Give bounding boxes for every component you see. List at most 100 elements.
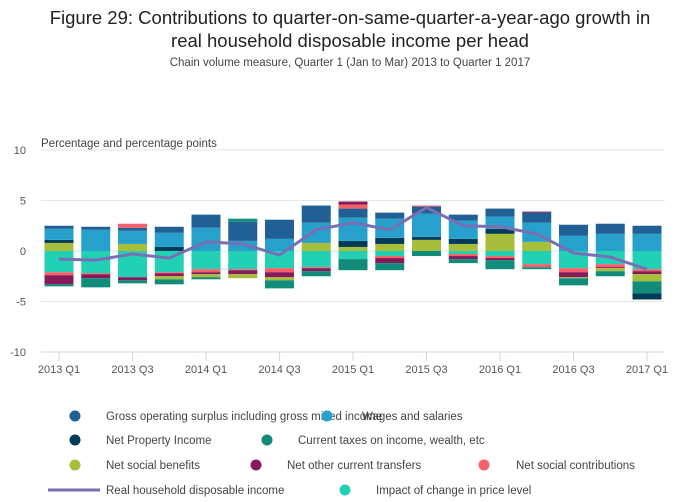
bar-segment — [265, 251, 294, 269]
legend-label: Net social benefits — [106, 460, 200, 472]
bar-segment — [154, 273, 184, 277]
x-tick-label: 2013 Q1 — [38, 364, 80, 376]
bar-segment — [191, 214, 221, 228]
legend-circle-icon — [69, 459, 81, 471]
bar-segment — [301, 271, 331, 277]
bar-segment — [375, 237, 405, 244]
legend-item[interactable]: Real household disposable income — [48, 485, 284, 497]
bar-segment — [485, 208, 515, 217]
x-tick-label: 2013 Q3 — [111, 364, 153, 376]
bar-stack — [412, 205, 441, 257]
bar-segment — [448, 251, 478, 255]
bar-segment — [375, 212, 405, 219]
bar-segment — [301, 251, 331, 268]
legend-item[interactable]: Impact of change in price level — [339, 484, 532, 498]
legend: Gross operating surplus including gross … — [48, 410, 636, 498]
bar-stack — [44, 225, 74, 287]
bar-segment — [118, 227, 147, 231]
bar-segment — [301, 205, 331, 223]
bar-segment — [559, 224, 588, 236]
bar-segment — [522, 211, 552, 213]
x-tick-label: 2014 Q3 — [258, 364, 300, 376]
bar-segment — [338, 208, 368, 218]
bar-segment — [191, 274, 221, 278]
bar-segment — [375, 251, 405, 257]
legend-label: Wages and salaries — [362, 411, 463, 423]
bar-segment — [559, 235, 588, 251]
legend-circle-icon — [250, 459, 262, 471]
legend-item[interactable]: Net social contributions — [478, 459, 636, 473]
bar-segment — [118, 243, 147, 251]
legend-item[interactable]: Wages and salaries — [321, 410, 463, 424]
bar-segment — [191, 251, 221, 270]
legend-item[interactable]: Net social benefits — [69, 459, 201, 473]
bar-segment — [448, 243, 478, 251]
chart-title: Figure 29: Contributions to quarter-on-s… — [0, 6, 700, 52]
legend-circle-icon — [69, 434, 81, 446]
bar-segment — [559, 278, 588, 286]
bar-segment — [44, 239, 74, 243]
bar-segment — [375, 258, 405, 264]
x-tick-label: 2016 Q3 — [552, 364, 594, 376]
bar-segment — [228, 274, 258, 279]
bar-segment — [191, 277, 221, 280]
bar-segment — [448, 220, 478, 239]
legend-item[interactable]: Net other current transfers — [250, 459, 422, 473]
legend-circle-icon — [69, 410, 81, 422]
bar-segment — [228, 251, 258, 270]
bar-segment — [265, 280, 294, 289]
bar-segment — [118, 277, 147, 281]
bar-segment — [301, 268, 331, 272]
bar-segment — [632, 274, 662, 282]
chart-subtitle: Chain volume measure, Quarter 1 (Jan to … — [169, 57, 531, 69]
legend-item[interactable]: Net Property Income — [69, 434, 212, 448]
bar-segment — [522, 264, 552, 268]
bar-segment — [118, 280, 147, 284]
bar-segment — [522, 267, 552, 270]
bar-stack — [338, 201, 368, 271]
x-tick-label: 2015 Q3 — [405, 364, 447, 376]
bar-segment — [448, 214, 478, 221]
bar-segment — [44, 228, 74, 240]
bar-stack — [559, 224, 588, 286]
bar-segment — [44, 225, 74, 229]
bar-segment — [412, 205, 441, 207]
bar-segment — [632, 251, 662, 270]
bar-stack — [375, 212, 405, 271]
x-tick-label: 2014 Q1 — [185, 364, 227, 376]
legend-label: Impact of change in price level — [376, 485, 531, 497]
legend-label: Net other current transfers — [287, 460, 421, 472]
legend-item[interactable]: Current taxes on income, wealth, etc — [261, 434, 485, 448]
bar-segment — [522, 251, 552, 265]
bar-segment — [595, 268, 625, 272]
bar-segment — [375, 263, 405, 271]
bar-segment — [595, 271, 625, 277]
bar-segment — [412, 236, 441, 240]
x-tick-label: 2016 Q1 — [479, 364, 521, 376]
bar-segment — [301, 222, 331, 243]
bar-segment — [448, 259, 478, 264]
bar-segment — [301, 242, 331, 251]
bar-stack — [81, 226, 111, 288]
bar-segment — [485, 228, 515, 234]
bar-segment — [448, 238, 478, 244]
legend-item[interactable]: Gross operating surplus including gross … — [69, 410, 383, 424]
x-tick-label: 2017 Q1 — [626, 364, 668, 376]
bar-segment — [485, 233, 515, 251]
legend-label: Current taxes on income, wealth, etc — [298, 435, 485, 447]
bar-segment — [154, 226, 184, 233]
bar-segment — [228, 270, 258, 275]
bar-segment — [485, 251, 515, 257]
x-tick-label: 2015 Q1 — [332, 364, 374, 376]
bar-segment — [228, 269, 258, 271]
bar-stack — [595, 223, 625, 277]
bar-segment — [375, 243, 405, 251]
bar-segment — [632, 271, 662, 275]
bar-segment — [154, 272, 184, 274]
bar-segment — [228, 240, 258, 251]
bar-segment — [191, 272, 221, 275]
bar-segment — [632, 281, 662, 294]
bar-segment — [338, 201, 368, 205]
chart-title-line-2: real household disposable income per hea… — [171, 30, 529, 51]
